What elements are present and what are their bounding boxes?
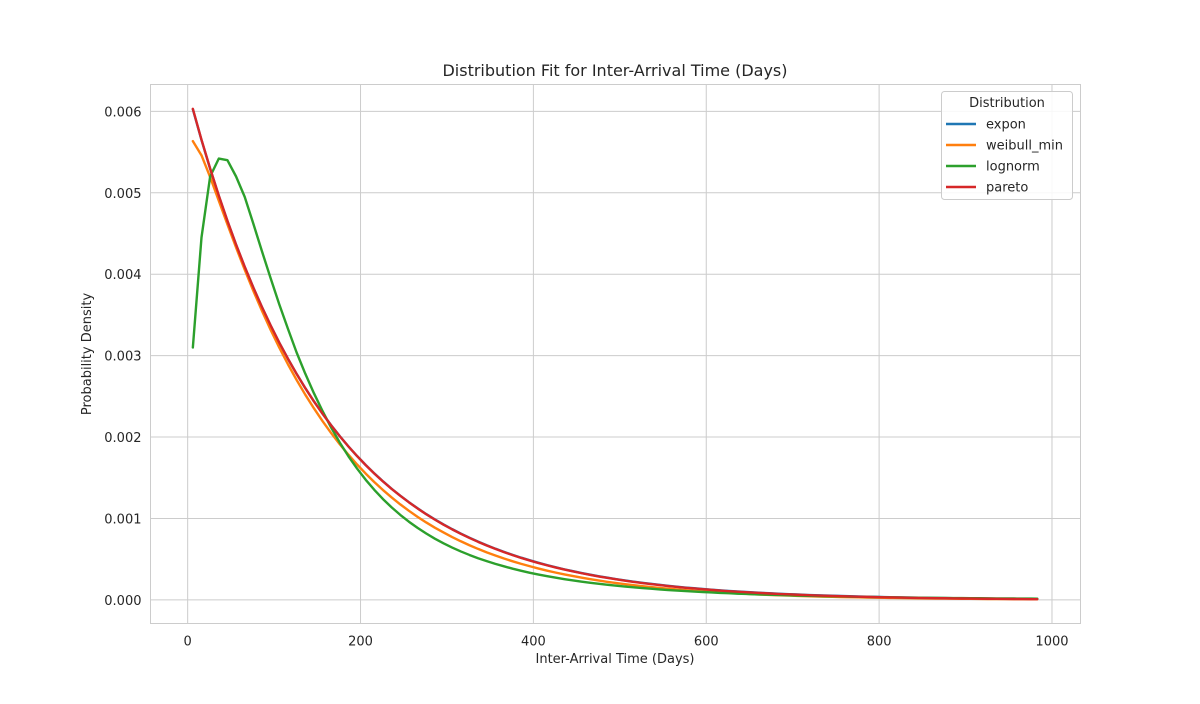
y-tick-label: 0.002 [104, 431, 141, 446]
y-tick-labels: 0.000 0.001 0.002 0.003 0.004 0.005 0.006 [104, 105, 141, 609]
legend-label-pareto: pareto [986, 181, 1028, 196]
x-tick-label: 600 [694, 635, 719, 650]
x-tick-labels: 0 200 400 600 800 1000 [184, 635, 1069, 650]
y-tick-label: 0.005 [104, 187, 141, 202]
legend-label-weibull-min: weibull_min [986, 139, 1063, 154]
legend-label-expon: expon [986, 118, 1026, 133]
legend-box [941, 91, 1073, 200]
x-tick-label: 400 [521, 635, 546, 650]
series-lines [191, 107, 1039, 601]
x-tick-label: 200 [348, 635, 373, 650]
legend-label-lognorm: lognorm [986, 160, 1040, 175]
y-tick-label: 0.001 [104, 512, 141, 527]
legend-title: Distribution [969, 96, 1045, 111]
x-tick-label: 1000 [1035, 635, 1068, 650]
y-tick-label: 0.006 [104, 105, 141, 120]
x-tick-label: 0 [184, 635, 192, 650]
x-axis-label: Inter-Arrival Time (Days) [536, 652, 695, 667]
y-tick-label: 0.004 [104, 268, 141, 283]
chart-title: Distribution Fit for Inter-Arrival Time … [442, 61, 787, 80]
y-axis-label: Probability Density [80, 293, 95, 416]
plot-area [150, 84, 1081, 624]
y-tick-label: 0.000 [104, 594, 141, 609]
y-tick-label: 0.003 [104, 350, 141, 365]
series-line-pareto [191, 107, 1039, 601]
x-tick-label: 800 [867, 635, 892, 650]
